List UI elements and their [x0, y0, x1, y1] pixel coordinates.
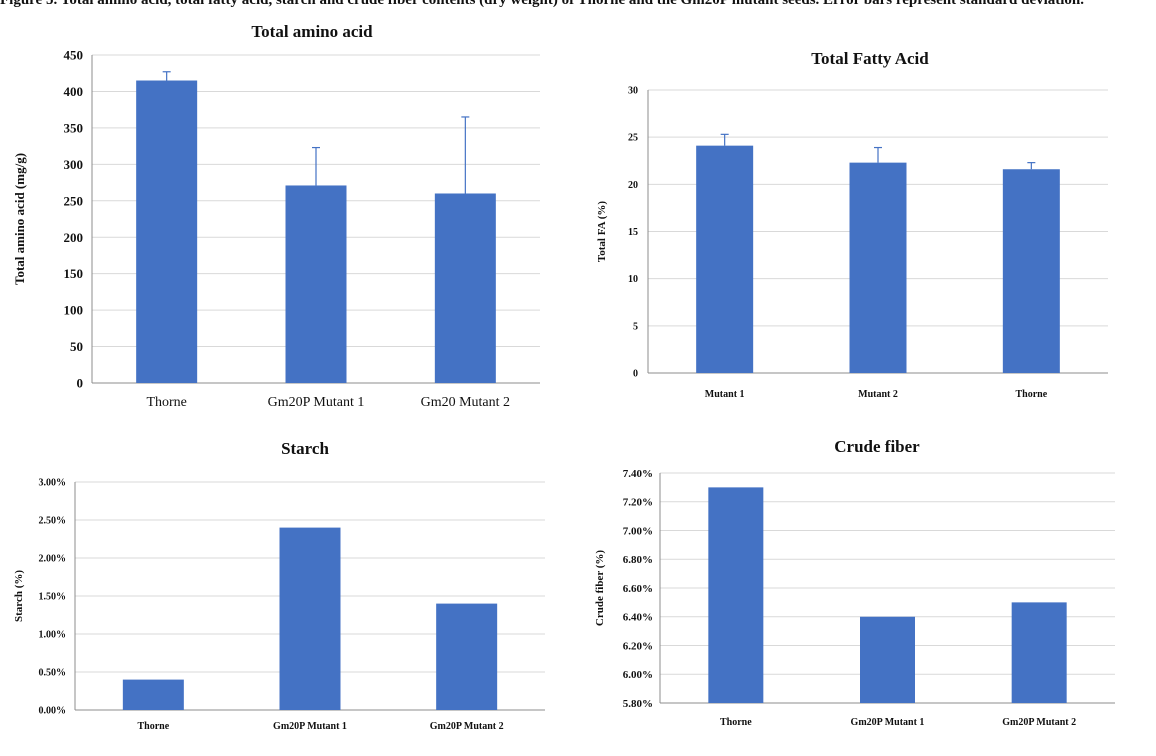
y-tick-label: 10	[628, 274, 638, 285]
y-tick-label: 15	[628, 227, 638, 238]
bar	[708, 487, 764, 703]
y-tick-label: 0	[633, 369, 638, 380]
chart-panel-4: 5.80% 6.00% 6.20% 6.40% 6.60% 6.80% 7.00% 7.20%…	[594, 437, 1115, 728]
chart-panel-1: 0 50 100 150 200 250 300 350 400 450 Thorne Gm20P M…	[12, 22, 540, 410]
y-tick-label: 6.80%	[623, 554, 653, 566]
bar	[1011, 602, 1067, 703]
x-tick-label: Gm20 Mutant 2	[421, 395, 510, 410]
x-tick-label: Gm20P Mutant 2	[430, 721, 504, 732]
x-tick-label: Gm20P Mutant 2	[1002, 717, 1076, 728]
x-tick-label: Thorne	[720, 717, 752, 728]
y-tick-label: 6.60%	[623, 583, 653, 595]
y-tick-label: 6.20%	[623, 640, 653, 652]
y-axis-label: Total amino acid (mg/g)	[12, 153, 27, 285]
bar	[1002, 169, 1060, 373]
y-tick-label: 100	[64, 303, 84, 318]
x-tick-label: Thorne	[1015, 389, 1047, 400]
chart-title: Total Fatty Acid	[811, 49, 929, 68]
y-tick-label: 5	[633, 321, 638, 332]
bar	[136, 80, 198, 383]
y-tick-label: 2.00%	[39, 554, 67, 565]
y-tick-label: 7.20%	[623, 497, 653, 509]
y-tick-label: 50	[70, 339, 83, 354]
y-tick-label: 350	[64, 120, 84, 135]
y-tick-label: 25	[628, 133, 638, 144]
bar	[436, 603, 498, 710]
chart-panel-3: 0.00% 0.50% 1.00% 1.50% 2.00% 2.50% 3.00% Thorn…	[13, 439, 545, 732]
bar	[860, 616, 915, 703]
y-tick-label: 300	[64, 157, 84, 172]
x-tick-label: Thorne	[146, 395, 186, 410]
x-tick-label: Gm20P Mutant 1	[273, 721, 347, 732]
chart-title: Starch	[281, 439, 329, 458]
x-tick-label: Mutant 2	[858, 389, 898, 400]
y-tick-label: 30	[628, 86, 638, 97]
x-tick-label: Gm20P Mutant 1	[268, 395, 365, 410]
y-tick-label: 7.40%	[623, 468, 653, 480]
y-tick-label: 20	[628, 180, 638, 191]
bar	[285, 185, 347, 383]
y-tick-label: 400	[64, 84, 84, 99]
chart-title: Crude fiber	[834, 437, 920, 456]
y-axis-label: Starch (%)	[13, 570, 25, 622]
y-tick-label: 3.00%	[39, 478, 67, 489]
y-tick-label: 6.00%	[623, 669, 653, 681]
x-tick-label: Gm20P Mutant 1	[851, 717, 925, 728]
x-tick-label: Thorne	[137, 721, 169, 732]
figure-caption: Figure 5. Total amino acid, total fatty …	[0, 0, 1085, 8]
y-tick-label: 250	[64, 193, 84, 208]
chart-panel-2: 0 5 10 15 20 25 30 Mutant 1 Mutant 2 Thorne Total …	[596, 49, 1108, 400]
y-tick-label: 200	[64, 230, 84, 245]
y-tick-label: 1.50%	[39, 592, 67, 603]
y-tick-label: 150	[64, 266, 84, 281]
y-axis-label: Crude fiber (%)	[594, 550, 606, 627]
bar	[122, 679, 184, 710]
y-tick-label: 0.00%	[39, 706, 67, 717]
x-tick-label: Mutant 1	[705, 389, 745, 400]
y-tick-label: 7.00%	[623, 525, 653, 537]
y-tick-label: 0	[77, 376, 84, 391]
bar	[696, 145, 754, 373]
y-tick-label: 6.40%	[623, 612, 653, 624]
y-tick-label: 5.80%	[623, 698, 653, 710]
bar	[849, 162, 907, 373]
y-tick-label: 2.50%	[39, 516, 67, 527]
bar	[434, 193, 496, 383]
y-tick-label: 450	[64, 48, 84, 63]
bar	[279, 527, 341, 710]
y-tick-label: 1.00%	[39, 630, 67, 641]
y-tick-label: 0.50%	[39, 668, 67, 679]
chart-title: Total amino acid	[251, 22, 373, 41]
y-axis-label: Total FA (%)	[596, 201, 608, 262]
